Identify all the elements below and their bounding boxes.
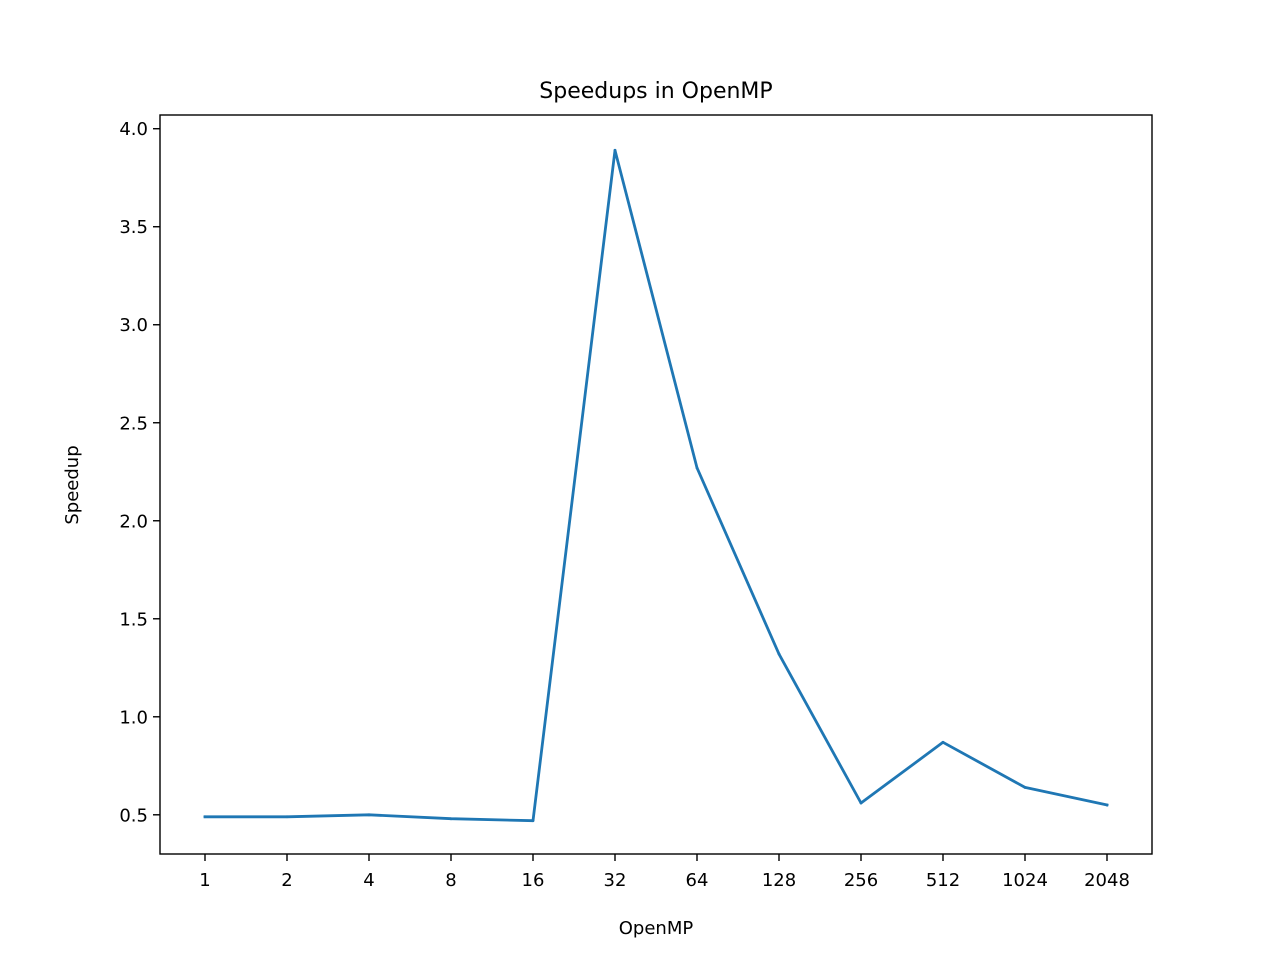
y-tick-label: 0.5	[119, 805, 148, 826]
series-line	[203, 148, 1109, 823]
data-point	[1023, 785, 1027, 789]
y-tick-label: 1.0	[119, 707, 148, 728]
x-tick-label: 16	[522, 870, 545, 891]
data-point	[613, 148, 617, 152]
x-axis-label: OpenMP	[619, 918, 694, 939]
y-tick-label: 4.0	[119, 119, 148, 140]
x-tick-label: 512	[926, 870, 960, 891]
x-tick-label: 64	[686, 870, 709, 891]
y-tick-label: 1.5	[119, 609, 148, 630]
y-tick-label: 3.5	[119, 217, 148, 238]
x-tick-label: 1024	[1002, 870, 1048, 891]
x-tick-label: 256	[844, 870, 878, 891]
data-point	[941, 740, 945, 744]
series-layer	[203, 148, 1109, 823]
x-tick-label: 2048	[1084, 870, 1130, 891]
y-tick-label: 3.0	[119, 315, 148, 336]
y-axis: 0.5 1.0 1.5 2.0 2.5 3.0 3.5 4.0	[119, 119, 160, 826]
x-tick-label: 4	[363, 870, 374, 891]
y-tick-label: 2.0	[119, 511, 148, 532]
data-point	[367, 813, 371, 817]
plot-area: 1 2 4 8 16 32 64 128 256 512 1024 2048 0.5 1.0 1.5 2.0…	[119, 114, 1153, 891]
x-tick-label: 32	[604, 870, 627, 891]
data-point	[531, 819, 535, 823]
data-point	[859, 801, 863, 805]
y-tick-label: 2.5	[119, 413, 148, 434]
x-tick-label: 2	[281, 870, 292, 891]
data-point	[777, 652, 781, 656]
chart-title: Speedups in OpenMP	[539, 79, 772, 104]
x-tick-label: 128	[762, 870, 796, 891]
data-point	[203, 815, 207, 819]
data-point	[695, 466, 699, 470]
plot-frame	[159, 114, 1153, 855]
data-point	[1105, 803, 1109, 807]
x-axis: 1 2 4 8 16 32 64 128 256 512 1024 2048	[199, 854, 1130, 891]
x-tick-label: 1	[199, 870, 210, 891]
data-point	[449, 817, 453, 821]
data-point	[285, 815, 289, 819]
x-tick-label: 8	[445, 870, 456, 891]
y-axis-label: Speedup	[62, 445, 83, 524]
